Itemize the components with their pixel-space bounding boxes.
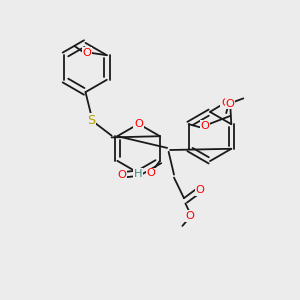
Text: O: O	[225, 99, 234, 109]
Text: O: O	[118, 169, 127, 180]
Text: O: O	[195, 185, 204, 195]
Text: O: O	[146, 168, 155, 178]
Text: S: S	[87, 113, 96, 127]
Text: H: H	[134, 169, 142, 179]
Text: O: O	[201, 121, 210, 131]
Text: O: O	[185, 211, 194, 221]
Text: O: O	[83, 48, 92, 58]
Text: O: O	[221, 98, 230, 109]
Text: O: O	[134, 119, 143, 129]
